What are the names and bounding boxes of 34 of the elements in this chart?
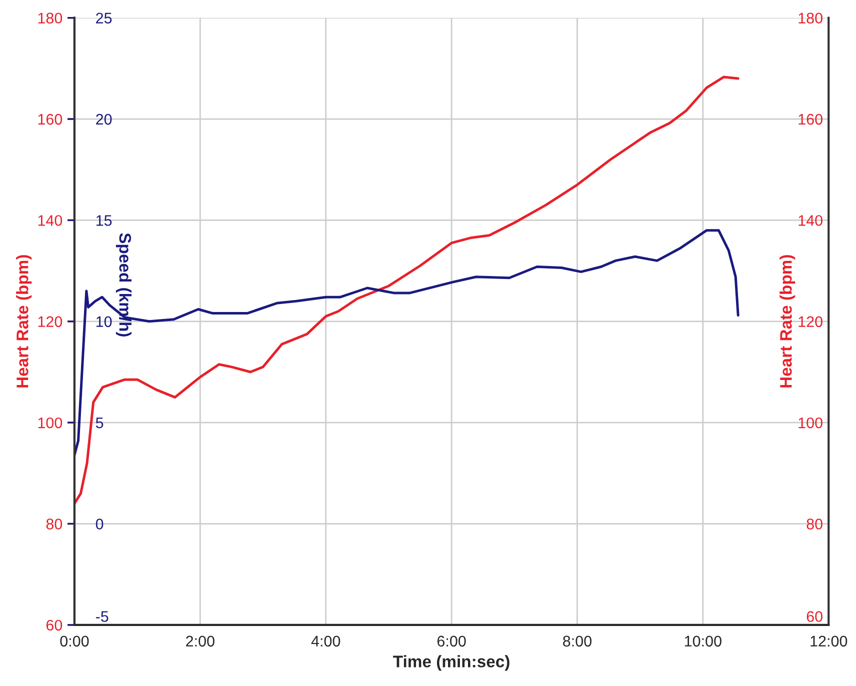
y-tick-label: 140 xyxy=(38,215,62,226)
x-tick-label: 10:00 xyxy=(684,636,722,647)
x-axis-title: Time (min:sec) xyxy=(393,655,510,671)
line-series xyxy=(74,229,740,456)
y3-tick-label: 5 xyxy=(96,418,104,428)
y2-tick-label: 60 xyxy=(806,611,822,622)
y-tick-label: 120 xyxy=(38,316,62,328)
y-tick-label: 100 xyxy=(38,417,62,428)
line-series xyxy=(74,76,740,505)
x-tick-label: 12:00 xyxy=(810,636,848,647)
y2-tick-label: 140 xyxy=(798,215,822,226)
y2-tick-label: 80 xyxy=(806,518,822,530)
y2-axis-title: Heart Rate (bpm) xyxy=(780,255,796,388)
y3-tick-label: 25 xyxy=(96,12,112,24)
x-tick-label: 2:00 xyxy=(186,636,214,647)
x-tick-label: 0:00 xyxy=(60,636,89,647)
y2-tick-label: 120 xyxy=(798,316,822,328)
x-tick-label: 6:00 xyxy=(437,636,466,647)
y-axis-title: Heart Rate (bpm) xyxy=(16,255,32,388)
y2-tick-label: 160 xyxy=(798,114,822,125)
y3-tick-label: 0 xyxy=(96,518,104,530)
y2-tick-label: 180 xyxy=(798,12,822,24)
y2-tick-label: 100 xyxy=(798,417,822,428)
y-tick-label: 160 xyxy=(38,114,62,125)
y-tick-label: 60 xyxy=(46,620,62,631)
y3-axis-title: Speed (km/h) xyxy=(116,233,132,336)
y-tick-label: 80 xyxy=(46,518,62,530)
x-tick-label: 4:00 xyxy=(311,636,340,647)
y3-tick-label: -5 xyxy=(96,611,108,622)
y3-tick-label: 15 xyxy=(96,215,112,226)
y3-tick-label: 20 xyxy=(96,114,112,125)
y-tick-label: 180 xyxy=(38,12,62,24)
x-tick-label: 8:00 xyxy=(563,636,592,647)
y3-tick-label: 10 xyxy=(96,316,112,328)
